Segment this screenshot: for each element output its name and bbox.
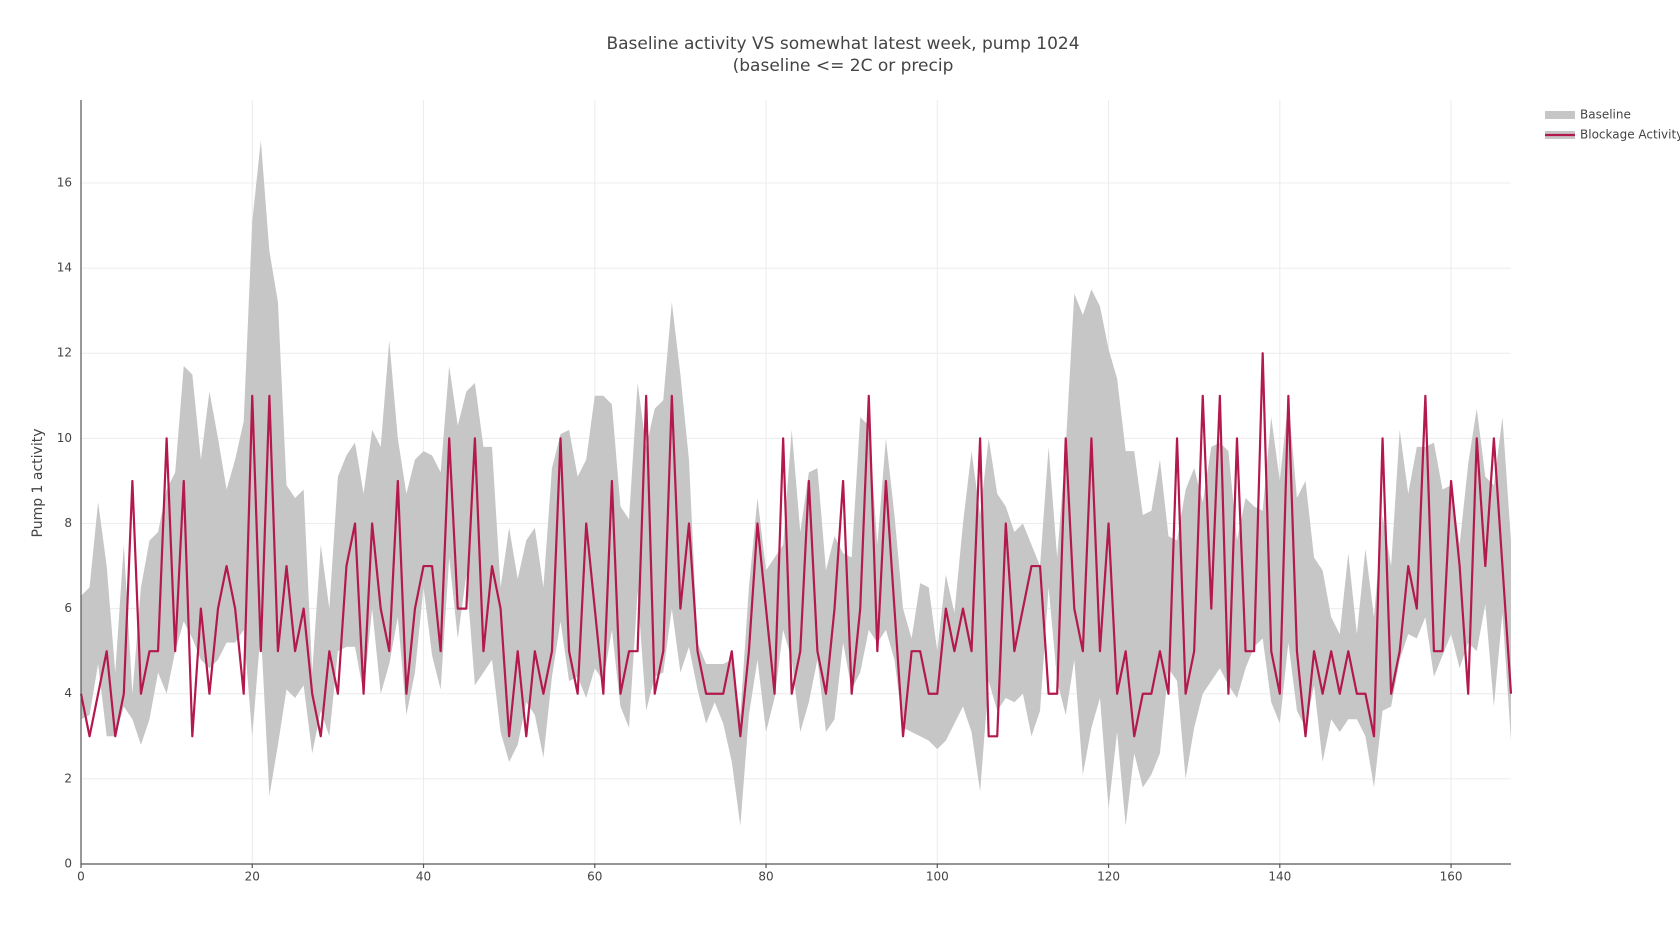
y-tick-label: 4 [64, 686, 72, 700]
x-tick-label: 20 [245, 870, 260, 884]
y-tick-label: 10 [57, 431, 72, 445]
chart-title: Baseline activity VS somewhat latest wee… [606, 34, 1079, 54]
y-tick-label: 8 [64, 516, 72, 530]
x-tick-label: 160 [1440, 870, 1463, 884]
y-tick-label: 12 [57, 346, 72, 360]
x-tick-label: 80 [758, 870, 773, 884]
x-tick-label: 140 [1268, 870, 1291, 884]
x-tick-label: 100 [926, 870, 949, 884]
x-tick-label: 120 [1097, 870, 1120, 884]
y-tick-label: 14 [57, 261, 72, 275]
y-tick-label: 0 [64, 857, 72, 871]
legend-swatch [1545, 111, 1575, 119]
line [79, 352, 1513, 738]
legend-label[interactable]: Baseline [1580, 108, 1631, 122]
x-tick-label: 60 [587, 870, 602, 884]
y-tick-label: 16 [57, 175, 72, 189]
legend-label[interactable]: Blockage Activity [1580, 128, 1680, 142]
x-tick-label: 40 [416, 870, 431, 884]
y-axis-label: Pump 1 activity [30, 428, 46, 537]
chart-subtitle: (baseline <= 2C or precip [733, 56, 954, 76]
y-tick-label: 2 [64, 771, 72, 785]
band [81, 140, 1511, 826]
x-tick-label: 0 [77, 870, 85, 884]
y-tick-label: 6 [64, 601, 72, 615]
